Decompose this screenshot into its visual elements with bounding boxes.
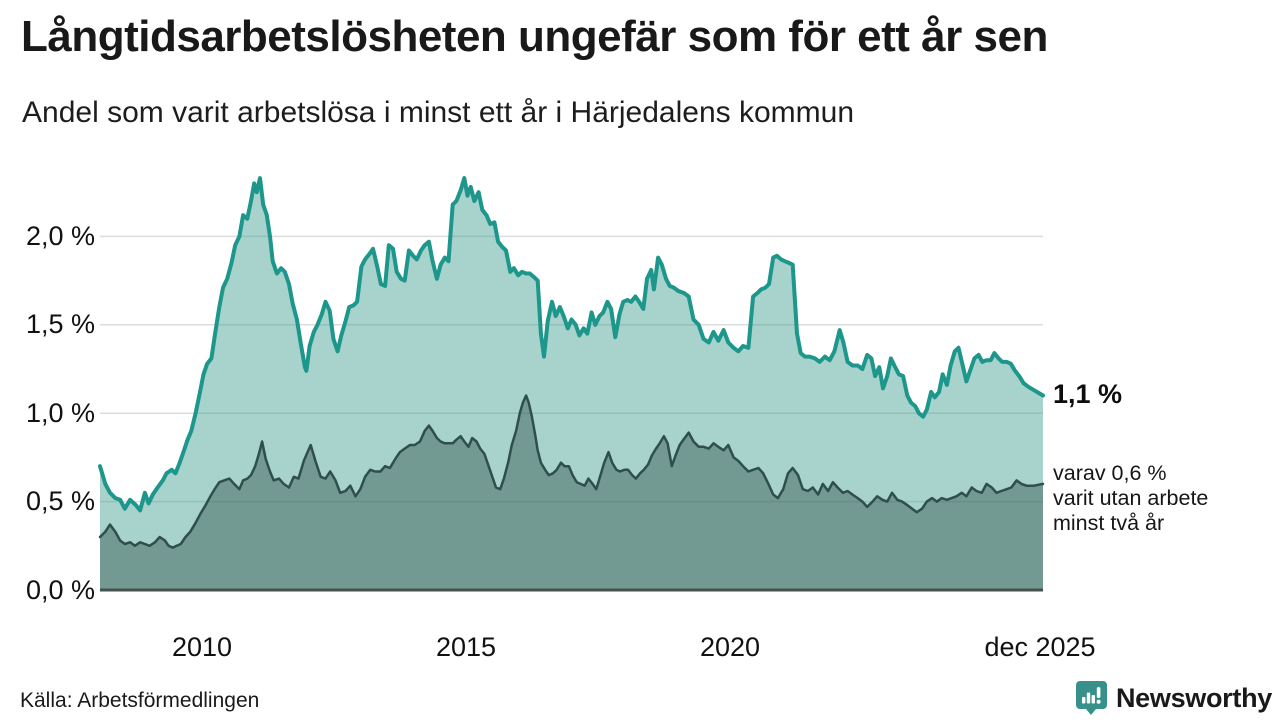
secondary-note: varav 0,6 % varit utan arbete minst två … xyxy=(1053,461,1208,536)
y-tick-label: 2,0 % xyxy=(25,221,95,251)
y-tick-label: 0,5 % xyxy=(25,486,95,516)
y-tick-label: 1,0 % xyxy=(25,398,95,428)
page-subtitle: Andel som varit arbetslösa i minst ett å… xyxy=(22,96,855,129)
x-tick-label: 2010 xyxy=(171,632,233,662)
y-tick-label: 0,0 % xyxy=(25,575,95,605)
latest-value-label: 1,1 % xyxy=(1053,379,1123,409)
secondary-note-line: varit utan arbete xyxy=(1053,486,1209,510)
series-line-2 xyxy=(98,394,1045,549)
series-area-1 xyxy=(100,178,1043,590)
series-line-1 xyxy=(98,176,1045,513)
page-title: Långtidsarbetslösheten ungefär som för e… xyxy=(21,12,1048,61)
series-area-2 xyxy=(100,395,1043,590)
x-tick-label: 2020 xyxy=(699,632,761,662)
secondary-note-line: minst två år xyxy=(1053,511,1165,535)
secondary-note-line: varav 0,6 % xyxy=(1053,461,1167,485)
newsworthy-icon xyxy=(1075,681,1107,715)
x-tick-label: dec 2025 xyxy=(984,632,1096,662)
source-note: Källa: Arbetsförmedlingen xyxy=(20,689,260,712)
x-tick-label: 2015 xyxy=(435,632,497,662)
newsworthy-logo: Newsworthy xyxy=(1075,680,1272,716)
newsworthy-wordmark: Newsworthy xyxy=(1115,682,1272,713)
y-tick-label: 1,5 % xyxy=(25,309,95,339)
